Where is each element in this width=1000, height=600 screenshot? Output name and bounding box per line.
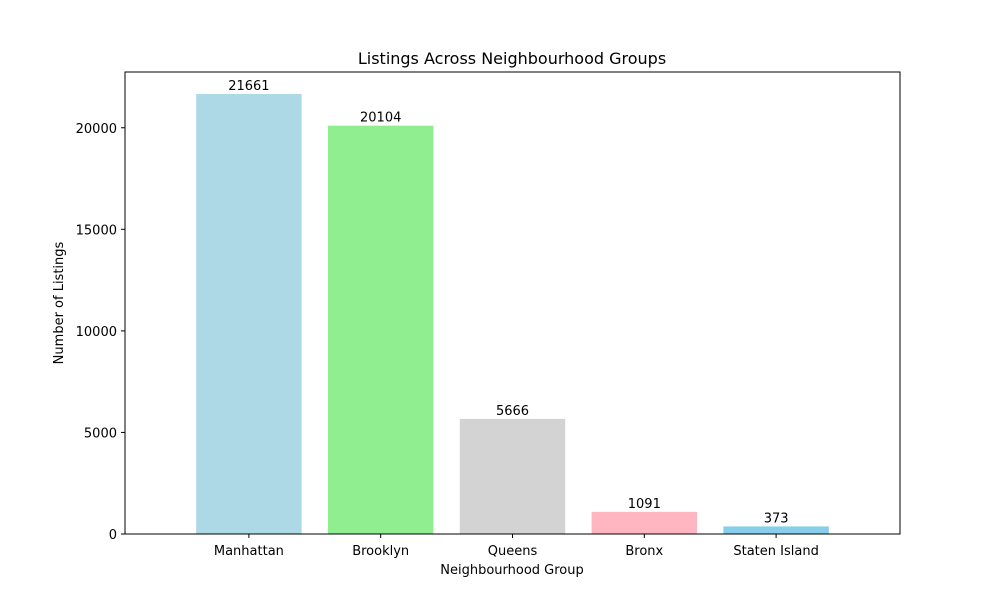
bars-group [196,94,829,535]
y-axis-ticks: 0 5000 10000 15000 20000 [76,122,125,543]
x-tick-label: Staten Island [733,544,818,559]
x-axis-ticks: Manhattan Brooklyn Queens Bronx Staten Islan… [214,534,819,559]
bar-brooklyn [327,125,434,534]
y-tick-label: 20000 [76,122,117,137]
data-label: 373 [764,511,789,526]
x-tick-label: Manhattan [214,544,284,559]
y-axis-label: Number of Listings [52,241,67,364]
bar-queens [459,418,566,534]
x-tick-label: Brooklyn [352,544,409,559]
bar-staten-island [723,526,829,534]
data-label: 5666 [496,404,529,419]
y-tick-label: 15000 [76,223,117,238]
data-label: 1091 [628,497,661,512]
bar-bronx [591,511,698,534]
data-labels-group: 21661 20104 5666 1091 373 [228,79,788,526]
y-tick-label: 0 [109,528,117,543]
x-axis-label: Neighbourhood Group [440,563,584,578]
chart-title: Listings Across Neighbourhood Groups [358,49,666,68]
x-tick-label: Queens [488,544,538,559]
y-tick-label: 10000 [76,325,117,340]
x-tick-label: Bronx [625,544,663,559]
bar-manhattan [196,94,302,535]
y-tick-label: 5000 [84,426,117,441]
data-label: 21661 [228,79,269,94]
data-label: 20104 [360,111,401,126]
